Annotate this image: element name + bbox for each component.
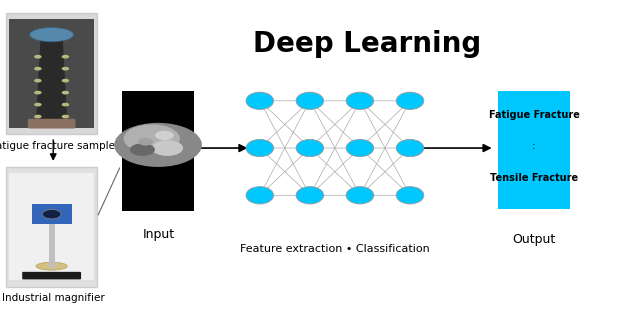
FancyBboxPatch shape <box>31 204 71 224</box>
Circle shape <box>61 91 69 94</box>
FancyBboxPatch shape <box>22 272 81 279</box>
Circle shape <box>124 124 180 153</box>
Text: Industrial magnifier: Industrial magnifier <box>2 293 105 303</box>
FancyBboxPatch shape <box>48 205 54 268</box>
FancyBboxPatch shape <box>6 13 97 134</box>
Ellipse shape <box>346 186 374 204</box>
Circle shape <box>61 103 69 106</box>
Ellipse shape <box>246 92 274 109</box>
Text: Output: Output <box>512 233 556 246</box>
Circle shape <box>138 138 153 146</box>
Circle shape <box>61 79 69 83</box>
Text: Deep Learning: Deep Learning <box>254 30 481 58</box>
Text: Tensile Fracture: Tensile Fracture <box>490 173 578 183</box>
FancyBboxPatch shape <box>9 19 94 128</box>
Ellipse shape <box>346 92 374 109</box>
Circle shape <box>34 55 41 59</box>
Circle shape <box>61 67 69 71</box>
FancyBboxPatch shape <box>28 119 75 129</box>
Text: Feature extraction • Classification: Feature extraction • Classification <box>240 244 430 254</box>
Ellipse shape <box>29 28 74 42</box>
Ellipse shape <box>36 262 68 270</box>
Ellipse shape <box>396 186 424 204</box>
Ellipse shape <box>296 139 324 157</box>
Polygon shape <box>36 41 67 121</box>
Ellipse shape <box>246 139 274 157</box>
Ellipse shape <box>346 139 374 157</box>
FancyBboxPatch shape <box>498 91 570 209</box>
FancyBboxPatch shape <box>6 167 97 287</box>
Circle shape <box>61 115 69 118</box>
FancyBboxPatch shape <box>33 209 55 213</box>
Text: Input: Input <box>142 228 175 241</box>
FancyBboxPatch shape <box>122 91 194 211</box>
FancyBboxPatch shape <box>9 173 94 280</box>
Circle shape <box>114 123 202 167</box>
Ellipse shape <box>396 139 424 157</box>
Circle shape <box>34 79 41 83</box>
Ellipse shape <box>396 92 424 109</box>
Circle shape <box>155 131 173 140</box>
Text: Fatigue Fracture: Fatigue Fracture <box>488 110 580 120</box>
Text: :: : <box>532 141 536 152</box>
Circle shape <box>34 91 41 94</box>
Ellipse shape <box>246 186 274 204</box>
Circle shape <box>34 67 41 71</box>
Circle shape <box>61 55 69 59</box>
Circle shape <box>151 140 183 156</box>
Circle shape <box>130 143 155 156</box>
Circle shape <box>34 103 41 106</box>
Ellipse shape <box>296 92 324 109</box>
Text: Fatigue fracture sample: Fatigue fracture sample <box>0 141 115 152</box>
Circle shape <box>34 115 41 118</box>
Ellipse shape <box>296 186 324 204</box>
Circle shape <box>42 209 61 219</box>
